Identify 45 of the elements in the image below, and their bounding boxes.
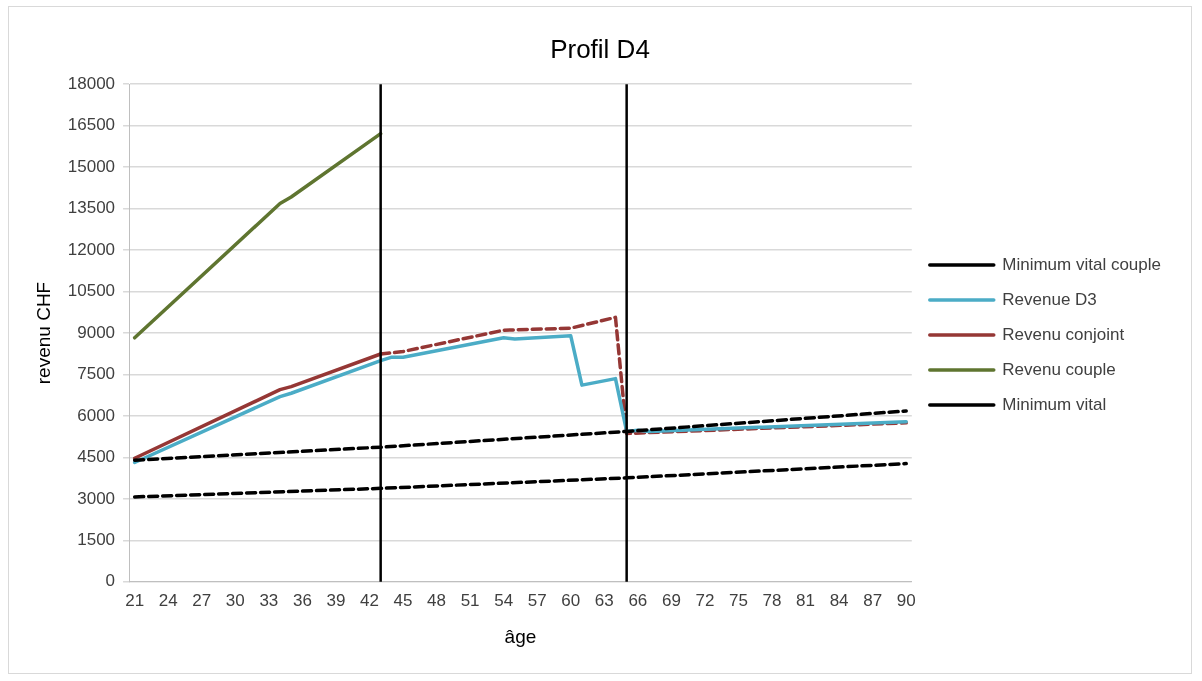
y-tick-label: 7500 bbox=[77, 364, 116, 384]
y-tick-label: 9000 bbox=[77, 322, 116, 342]
legend-label: Revenue D3 bbox=[1002, 289, 1097, 309]
y-tick-label: 15000 bbox=[67, 156, 116, 176]
x-tick-label: 78 bbox=[762, 590, 782, 610]
x-axis-title: âge bbox=[504, 625, 537, 647]
x-tick-label: 33 bbox=[259, 590, 279, 610]
x-tick-label: 75 bbox=[729, 590, 748, 610]
x-tick-label: 27 bbox=[192, 590, 212, 610]
x-tick-label: 42 bbox=[360, 590, 379, 610]
x-tick-label: 39 bbox=[326, 590, 346, 610]
chart-title: Profil D4 bbox=[550, 33, 650, 64]
x-tick-label: 24 bbox=[158, 590, 178, 610]
x-tick-label: 69 bbox=[661, 590, 681, 610]
x-tick-label: 60 bbox=[561, 590, 581, 610]
x-tick-label: 72 bbox=[695, 590, 715, 610]
y-tick-label: 6000 bbox=[77, 405, 116, 425]
x-tick-label: 63 bbox=[594, 590, 614, 610]
x-tick-label: 84 bbox=[829, 590, 849, 610]
x-tick-label: 36 bbox=[292, 590, 312, 610]
legend-label: Minimum vital bbox=[1002, 394, 1107, 414]
legend-label: Revenu conjoint bbox=[1002, 324, 1125, 344]
y-tick-label: 12000 bbox=[67, 239, 116, 259]
y-tick-label: 18000 bbox=[67, 73, 116, 93]
y-tick-label: 13500 bbox=[67, 198, 116, 218]
x-tick-label: 90 bbox=[896, 590, 916, 610]
x-tick-label: 87 bbox=[863, 590, 883, 610]
y-tick-label: 4500 bbox=[77, 447, 116, 467]
legend-label: Minimum vital couple bbox=[1002, 254, 1162, 274]
x-tick-label: 48 bbox=[427, 590, 447, 610]
x-tick-label: 30 bbox=[225, 590, 245, 610]
y-tick-label: 0 bbox=[105, 571, 116, 591]
legend-label: Revenu couple bbox=[1002, 359, 1116, 379]
y-tick-label: 3000 bbox=[77, 488, 116, 508]
x-tick-label: 81 bbox=[796, 590, 816, 610]
x-tick-label: 51 bbox=[460, 590, 480, 610]
y-tick-label: 10500 bbox=[67, 281, 116, 301]
x-tick-label: 45 bbox=[393, 590, 413, 610]
x-tick-label: 21 bbox=[125, 590, 145, 610]
y-tick-label: 1500 bbox=[77, 530, 116, 550]
y-tick-label: 16500 bbox=[67, 115, 116, 135]
x-tick-label: 57 bbox=[527, 590, 547, 610]
x-tick-label: 54 bbox=[494, 590, 514, 610]
y-axis-title: revenu CHF bbox=[32, 281, 54, 385]
x-tick-label: 66 bbox=[628, 590, 648, 610]
